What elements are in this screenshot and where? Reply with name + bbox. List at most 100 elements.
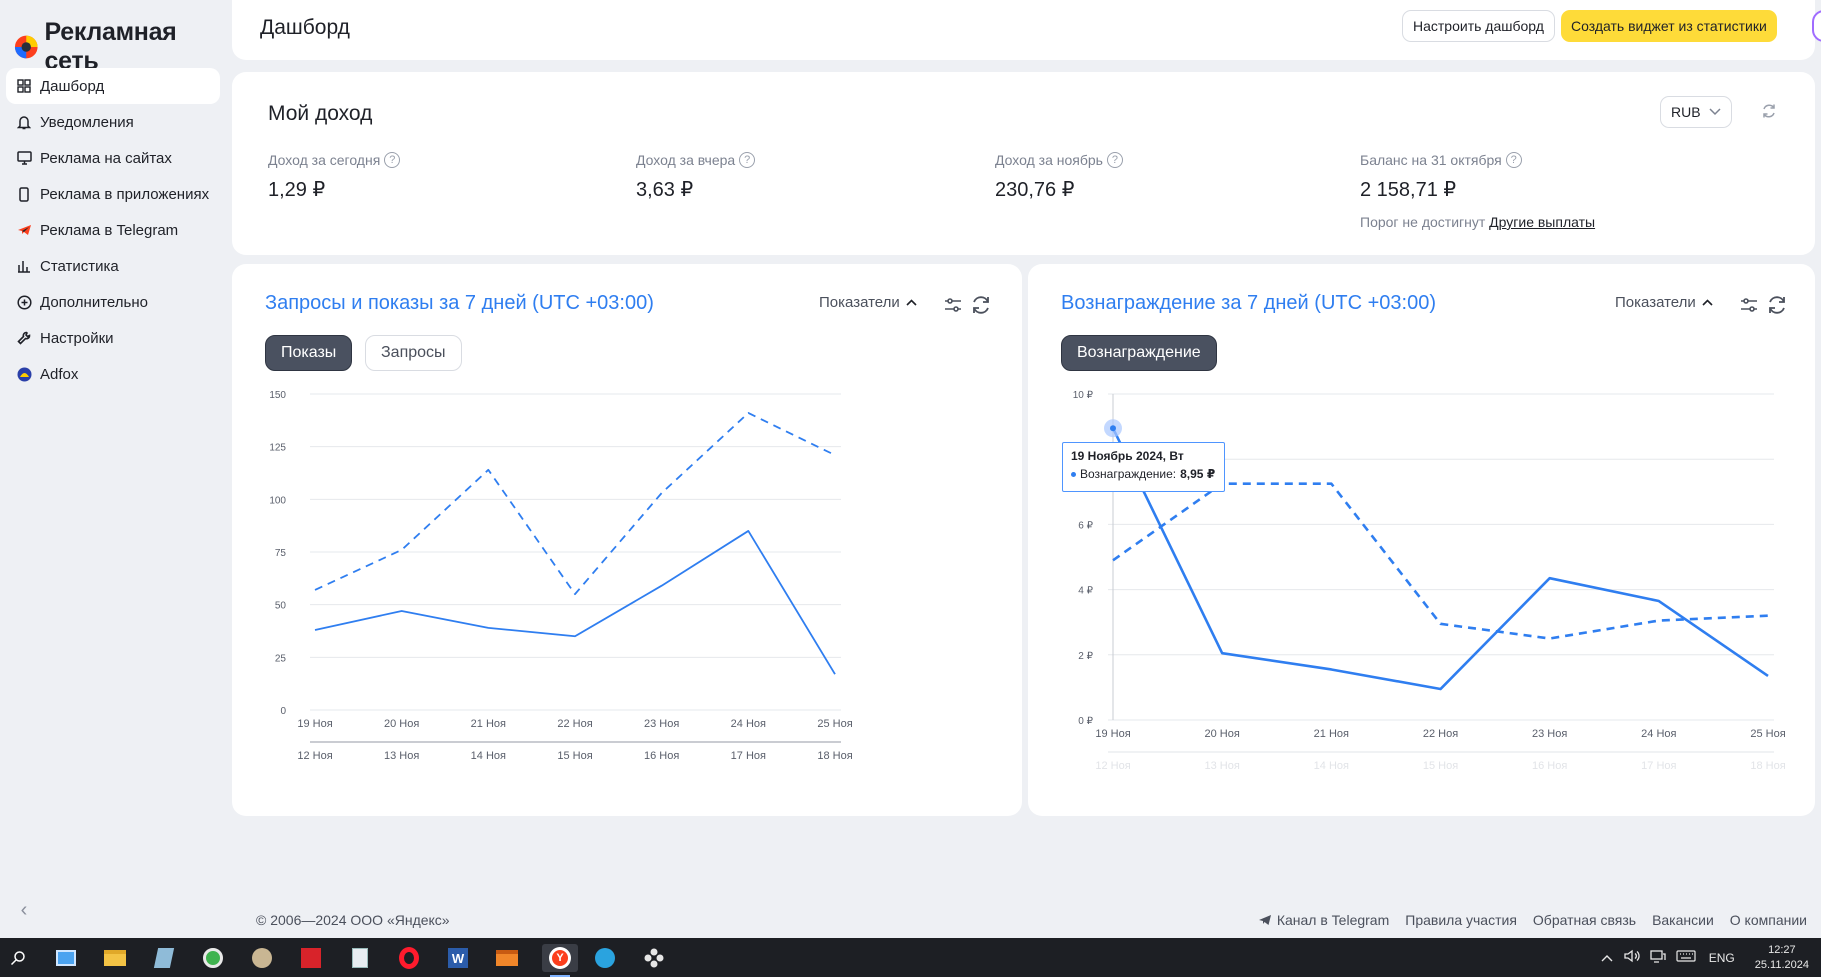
x-tick-label: 22 Ноя xyxy=(1423,728,1458,740)
chevron-up-icon xyxy=(1702,299,1713,306)
x-prev-tick-label: 17 Ноя xyxy=(731,750,766,762)
refresh-icon[interactable] xyxy=(970,294,992,316)
filter-settings-icon[interactable] xyxy=(942,294,964,316)
file-explorer-icon[interactable] xyxy=(101,944,129,972)
series-line-previous xyxy=(1112,482,1769,640)
footer-link-rules[interactable]: Правила участия xyxy=(1405,912,1517,928)
word-icon[interactable]: W xyxy=(444,944,472,972)
volume-icon[interactable] xyxy=(1619,949,1645,966)
taskbar-app-icon[interactable] xyxy=(297,944,325,972)
footer-link-feedback[interactable]: Обратная связь xyxy=(1532,912,1637,928)
filter-settings-icon[interactable] xyxy=(1738,294,1760,316)
opera-browser-icon[interactable] xyxy=(395,944,423,972)
taskbar-app-icon[interactable] xyxy=(346,944,374,972)
yandex-browser-icon[interactable]: Y xyxy=(542,944,578,977)
sidebar-item-settings[interactable]: Настройки xyxy=(6,320,220,356)
network-icon[interactable] xyxy=(1645,949,1671,966)
taskbar-app-icon[interactable] xyxy=(199,944,227,972)
metrics-toggle[interactable]: Показатели xyxy=(1615,294,1713,311)
page-title: Дашборд xyxy=(260,16,350,39)
refresh-icon[interactable] xyxy=(1761,103,1777,124)
x-tick-label: 25 Ноя xyxy=(1750,728,1785,740)
chart-title[interactable]: Вознаграждение за 7 дней (UTC +03:00) xyxy=(1061,292,1436,314)
footer-links: Канал в Telegram Правила участия Обратна… xyxy=(1258,912,1807,928)
sidebar-item-apps-ads[interactable]: Реклама в приложениях xyxy=(6,176,220,212)
sidebar-item-telegram-ads[interactable]: Реклама в Telegram xyxy=(6,212,220,248)
chevron-down-icon xyxy=(1709,108,1721,116)
x-tick-label: 19 Ноя xyxy=(1095,728,1130,740)
y-tick-label: 2 ₽ xyxy=(1078,651,1093,662)
search-icon[interactable] xyxy=(4,944,32,972)
sidebar-item-adfox[interactable]: Adfox xyxy=(6,356,220,392)
x-prev-tick-label: 16 Ноя xyxy=(1532,760,1567,772)
metric-label: Баланс на 31 октября xyxy=(1360,152,1502,168)
taskbar-app-icon[interactable] xyxy=(248,944,276,972)
x-tick-label: 24 Ноя xyxy=(1641,728,1676,740)
pill-impressions[interactable]: Показы xyxy=(265,335,353,371)
refresh-icon[interactable] xyxy=(1766,294,1788,316)
footer-link-telegram[interactable]: Канал в Telegram xyxy=(1258,912,1389,928)
help-icon[interactable]: ? xyxy=(739,152,756,168)
x-prev-tick-label: 12 Ноя xyxy=(1095,760,1130,772)
help-icon[interactable]: ? xyxy=(384,152,401,168)
metrics-toggle[interactable]: Показатели xyxy=(819,294,917,311)
collapse-sidebar-chevron-left-icon[interactable]: ‹ xyxy=(20,898,28,921)
sidebar-item-statistics[interactable]: Статистика xyxy=(6,248,220,284)
taskbar-app-icon[interactable] xyxy=(150,944,178,972)
other-payouts-link[interactable]: Другие выплаты xyxy=(1489,214,1596,230)
tooltip-date: 19 Ноябрь 2024, Вт xyxy=(1071,449,1184,463)
metric-today: Доход за сегодня? 1,29 ₽ xyxy=(268,152,401,202)
footer-link-label: Канал в Telegram xyxy=(1276,912,1390,928)
chart-tooltip: 19 Ноябрь 2024, Вт Вознаграждение: 8,95 … xyxy=(1062,442,1225,492)
sidebar-item-dashboard[interactable]: Дашборд xyxy=(6,68,220,104)
plus-circle-icon xyxy=(16,294,32,310)
requests-impressions-card: Запросы и показы за 7 дней (UTC +03:00) … xyxy=(232,264,1022,816)
metric-value: 230,76 ₽ xyxy=(995,179,1075,201)
telegram-icon[interactable] xyxy=(591,944,619,972)
x-tick-label: 25 Ноя xyxy=(817,718,852,730)
chevron-up-icon[interactable] xyxy=(1595,951,1619,965)
y-tick-label: 125 xyxy=(269,443,286,454)
telegram-icon xyxy=(16,222,32,238)
y-tick-label: 25 xyxy=(275,653,287,664)
sidebar-item-label: Adfox xyxy=(40,365,79,383)
pill-reward[interactable]: Вознаграждение xyxy=(1061,335,1217,371)
sidebar-item-label: Уведомления xyxy=(40,113,134,131)
series-line-current xyxy=(314,530,836,675)
sidebar-item-label: Настройки xyxy=(40,329,114,347)
taskbar-app-icon[interactable] xyxy=(640,944,668,972)
threshold-text: Порог не достигнут xyxy=(1360,214,1486,230)
taskbar-app-icon[interactable] xyxy=(52,944,80,972)
metrics-toggle-label: Показатели xyxy=(1615,294,1696,311)
wrench-icon xyxy=(16,330,32,346)
metric-value: 2 158,71 ₽ xyxy=(1360,179,1457,201)
help-icon[interactable]: ? xyxy=(1106,152,1123,168)
x-tick-label: 19 Ноя xyxy=(297,718,332,730)
chart-title[interactable]: Запросы и показы за 7 дней (UTC +03:00) xyxy=(265,292,654,314)
keyboard-icon[interactable] xyxy=(1671,950,1701,965)
system-tray: ENG 12:27 25.11.2024 xyxy=(1595,938,1821,977)
input-language[interactable]: ENG xyxy=(1708,950,1735,965)
sidebar-item-notifications[interactable]: Уведомления xyxy=(6,104,220,140)
sidebar-item-sites-ads[interactable]: Реклама на сайтах xyxy=(6,140,220,176)
pill-requests[interactable]: Запросы xyxy=(365,335,462,371)
sidebar-item-additional[interactable]: Дополнительно xyxy=(6,284,220,320)
clock-time: 12:27 xyxy=(1768,943,1796,956)
help-icon[interactable]: ? xyxy=(1505,152,1522,168)
series-line-previous xyxy=(314,412,836,596)
taskbar-app-icon[interactable] xyxy=(493,944,521,972)
clock[interactable]: 12:27 25.11.2024 xyxy=(1743,943,1821,973)
adfox-icon xyxy=(16,366,32,382)
footer-link-vacancies[interactable]: Вакансии xyxy=(1652,912,1714,928)
footer-link-about[interactable]: О компании xyxy=(1729,912,1807,928)
create-widget-button[interactable]: Создать виджет из статистики xyxy=(1561,10,1777,42)
series-line-current xyxy=(1111,427,1769,691)
configure-dashboard-button[interactable]: Настроить дашборд xyxy=(1402,10,1555,42)
y-tick-label: 0 ₽ xyxy=(1078,716,1093,727)
x-tick-label: 20 Ноя xyxy=(1205,728,1240,740)
sidebar: Рекламная сеть Дашборд Уведомления Рекла… xyxy=(0,0,226,938)
y-tick-label: 75 xyxy=(275,548,287,559)
y-tick-label: 100 xyxy=(269,495,286,506)
currency-select[interactable]: RUB xyxy=(1660,96,1732,128)
series-dot-icon xyxy=(1071,471,1076,477)
